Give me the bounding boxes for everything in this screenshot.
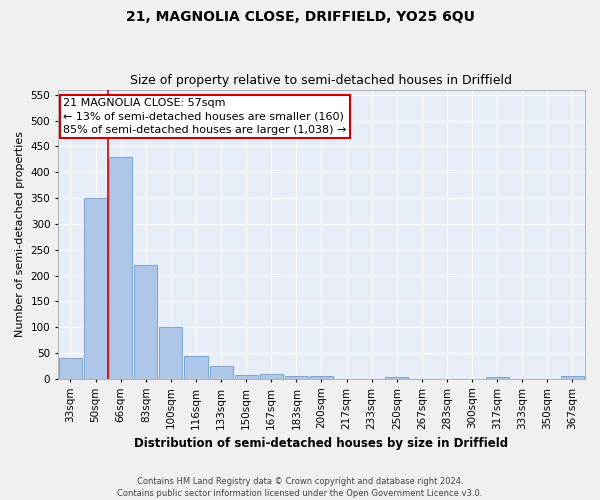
Y-axis label: Number of semi-detached properties: Number of semi-detached properties xyxy=(15,131,25,337)
Bar xyxy=(184,356,208,379)
Title: Size of property relative to semi-detached houses in Driffield: Size of property relative to semi-detach… xyxy=(130,74,512,87)
Bar xyxy=(285,376,308,379)
Bar xyxy=(209,366,233,379)
Bar xyxy=(485,377,509,379)
Bar xyxy=(84,198,107,379)
Text: 21 MAGNOLIA CLOSE: 57sqm
← 13% of semi-detached houses are smaller (160)
85% of : 21 MAGNOLIA CLOSE: 57sqm ← 13% of semi-d… xyxy=(63,98,347,134)
Bar xyxy=(109,156,132,379)
Text: Contains HM Land Registry data © Crown copyright and database right 2024.
Contai: Contains HM Land Registry data © Crown c… xyxy=(118,476,482,498)
Bar xyxy=(235,375,258,379)
X-axis label: Distribution of semi-detached houses by size in Driffield: Distribution of semi-detached houses by … xyxy=(134,437,509,450)
Bar xyxy=(310,376,333,379)
Bar xyxy=(160,327,182,379)
Bar xyxy=(385,378,409,379)
Bar xyxy=(134,265,157,379)
Text: 21, MAGNOLIA CLOSE, DRIFFIELD, YO25 6QU: 21, MAGNOLIA CLOSE, DRIFFIELD, YO25 6QU xyxy=(125,10,475,24)
Bar xyxy=(561,376,584,379)
Bar xyxy=(260,374,283,379)
Bar xyxy=(59,358,82,379)
